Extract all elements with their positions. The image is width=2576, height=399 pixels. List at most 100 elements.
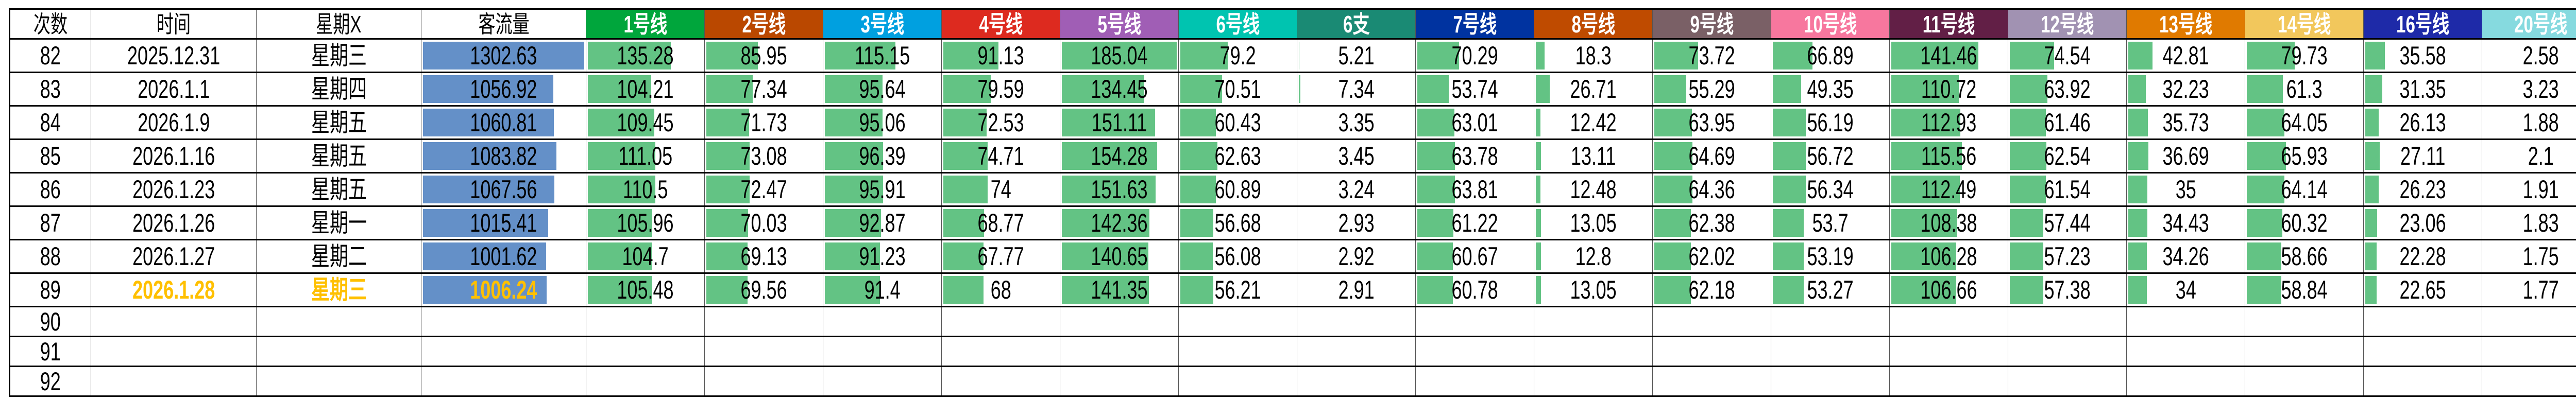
cell-line-value[interactable]: 62.63 <box>1178 138 1297 174</box>
cell-index[interactable]: 82 <box>9 38 91 73</box>
cell-line-value[interactable]: 104.21 <box>586 72 705 107</box>
cell-flow[interactable]: 1015.41 <box>421 205 586 240</box>
header-line[interactable]: 3号线 <box>823 8 942 40</box>
header-index[interactable]: 次数 <box>9 8 91 40</box>
cell-empty[interactable] <box>421 366 586 397</box>
cell-line-value[interactable]: 62.02 <box>1652 239 1771 274</box>
cell-weekday[interactable]: 星期三 <box>256 38 421 73</box>
cell-line-value[interactable]: 104.7 <box>586 239 705 274</box>
cell-line-value[interactable]: 31.35 <box>2363 72 2482 107</box>
cell-line-value[interactable]: 2.92 <box>1297 239 1416 274</box>
cell-line-value[interactable]: 79.59 <box>941 72 1060 107</box>
cell-line-value[interactable]: 106.66 <box>1889 272 2008 307</box>
cell-line-value[interactable]: 26.23 <box>2363 172 2482 207</box>
cell-line-value[interactable]: 64.69 <box>1652 138 1771 174</box>
cell-line-value[interactable]: 34.43 <box>2126 205 2245 240</box>
cell-empty[interactable] <box>1060 336 1179 367</box>
cell-line-value[interactable]: 95.64 <box>823 72 942 107</box>
cell-flow[interactable]: 1001.62 <box>421 239 586 274</box>
cell-line-value[interactable]: 12.8 <box>1534 239 1653 274</box>
cell-empty[interactable] <box>704 366 823 397</box>
cell-line-value[interactable]: 42.81 <box>2126 38 2245 73</box>
cell-empty[interactable] <box>941 306 1060 337</box>
cell-line-value[interactable]: 106.28 <box>1889 239 2008 274</box>
cell-empty[interactable] <box>1771 306 1890 337</box>
cell-empty[interactable] <box>2363 366 2482 397</box>
cell-empty[interactable] <box>2126 306 2245 337</box>
cell-line-value[interactable]: 53.74 <box>1415 72 1534 107</box>
cell-index[interactable]: 92 <box>9 366 91 397</box>
cell-line-value[interactable]: 68 <box>941 272 1060 307</box>
cell-empty[interactable] <box>2008 306 2127 337</box>
cell-line-value[interactable]: 60.43 <box>1178 105 1297 140</box>
cell-empty[interactable] <box>1297 306 1416 337</box>
cell-empty[interactable] <box>91 306 257 337</box>
cell-line-value[interactable]: 95.91 <box>823 172 942 207</box>
cell-empty[interactable] <box>2008 336 2127 367</box>
cell-line-value[interactable]: 55.29 <box>1652 72 1771 107</box>
cell-line-value[interactable]: 3.24 <box>1297 172 1416 207</box>
cell-empty[interactable] <box>91 336 257 367</box>
cell-date[interactable]: 2026.1.26 <box>91 205 257 240</box>
cell-line-value[interactable]: 58.66 <box>2245 239 2364 274</box>
cell-line-value[interactable]: 18.3 <box>1534 38 1653 73</box>
header-line[interactable]: 6支 <box>1297 8 1416 40</box>
cell-line-value[interactable]: 27.11 <box>2363 138 2482 174</box>
header-weekday[interactable]: 星期X <box>256 8 421 40</box>
cell-line-value[interactable]: 35 <box>2126 172 2245 207</box>
header-line[interactable]: 11号线 <box>1889 8 2008 40</box>
cell-line-value[interactable]: 7.34 <box>1297 72 1416 107</box>
cell-empty[interactable] <box>256 306 421 337</box>
cell-weekday[interactable]: 星期二 <box>256 239 421 274</box>
cell-empty[interactable] <box>1652 306 1771 337</box>
cell-line-value[interactable]: 60.78 <box>1415 272 1534 307</box>
cell-line-value[interactable]: 110.5 <box>586 172 705 207</box>
cell-date[interactable]: 2026.1.23 <box>91 172 257 207</box>
header-line[interactable]: 5号线 <box>1060 8 1179 40</box>
cell-line-value[interactable]: 56.72 <box>1771 138 1890 174</box>
cell-line-value[interactable]: 112.93 <box>1889 105 2008 140</box>
cell-line-value[interactable]: 2.91 <box>1297 272 1416 307</box>
cell-flow[interactable]: 1302.63 <box>421 38 586 73</box>
cell-index[interactable]: 89 <box>9 272 91 307</box>
cell-line-value[interactable]: 13.11 <box>1534 138 1653 174</box>
cell-weekday[interactable]: 星期一 <box>256 205 421 240</box>
cell-weekday[interactable]: 星期三 <box>256 272 421 307</box>
cell-line-value[interactable]: 154.28 <box>1060 138 1179 174</box>
cell-line-value[interactable]: 68.77 <box>941 205 1060 240</box>
cell-index[interactable]: 83 <box>9 72 91 107</box>
header-line[interactable]: 6号线 <box>1178 8 1297 40</box>
cell-line-value[interactable]: 141.46 <box>1889 38 2008 73</box>
cell-line-value[interactable]: 65.93 <box>2245 138 2364 174</box>
cell-empty[interactable] <box>823 336 942 367</box>
cell-line-value[interactable]: 62.38 <box>1652 205 1771 240</box>
cell-line-value[interactable]: 151.11 <box>1060 105 1179 140</box>
cell-empty[interactable] <box>1178 366 1297 397</box>
cell-line-value[interactable]: 1.75 <box>2482 239 2576 274</box>
cell-line-value[interactable]: 91.23 <box>823 239 942 274</box>
cell-line-value[interactable]: 1.91 <box>2482 172 2576 207</box>
cell-empty[interactable] <box>823 306 942 337</box>
cell-line-value[interactable]: 69.56 <box>704 272 823 307</box>
cell-line-value[interactable]: 71.73 <box>704 105 823 140</box>
cell-line-value[interactable]: 63.78 <box>1415 138 1534 174</box>
header-line[interactable]: 8号线 <box>1534 8 1653 40</box>
cell-line-value[interactable]: 60.32 <box>2245 205 2364 240</box>
cell-empty[interactable] <box>941 366 1060 397</box>
cell-line-value[interactable]: 22.65 <box>2363 272 2482 307</box>
cell-index[interactable]: 86 <box>9 172 91 207</box>
cell-empty[interactable] <box>2008 366 2127 397</box>
cell-empty[interactable] <box>1534 336 1653 367</box>
cell-line-value[interactable]: 70.29 <box>1415 38 1534 73</box>
cell-empty[interactable] <box>91 366 257 397</box>
cell-line-value[interactable]: 26.13 <box>2363 105 2482 140</box>
cell-line-value[interactable]: 105.96 <box>586 205 705 240</box>
cell-line-value[interactable]: 62.18 <box>1652 272 1771 307</box>
cell-empty[interactable] <box>1415 366 1534 397</box>
cell-line-value[interactable]: 79.2 <box>1178 38 1297 73</box>
cell-flow[interactable]: 1056.92 <box>421 72 586 107</box>
cell-empty[interactable] <box>421 336 586 367</box>
cell-empty[interactable] <box>1178 306 1297 337</box>
cell-line-value[interactable]: 74.54 <box>2008 38 2127 73</box>
cell-empty[interactable] <box>2482 336 2576 367</box>
